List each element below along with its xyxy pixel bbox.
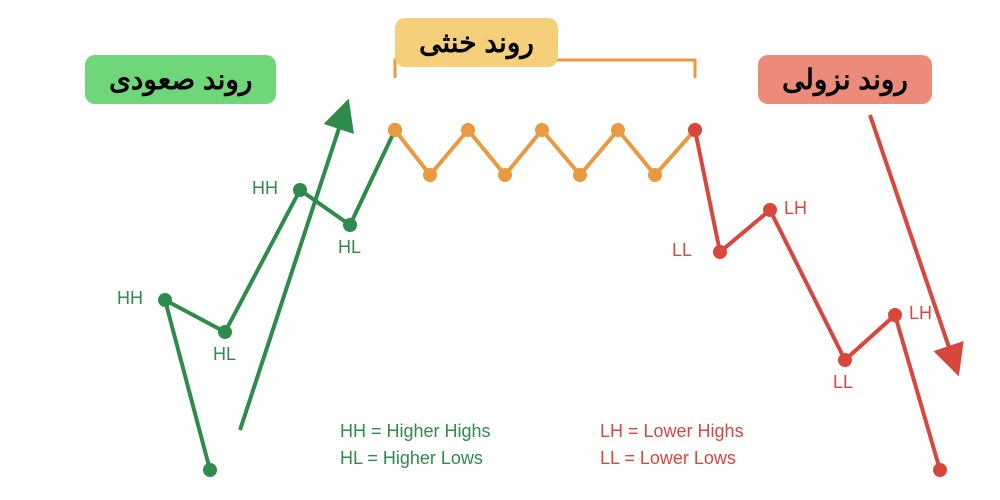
downtrend-point-label: LH (784, 198, 807, 219)
uptrend-marker (158, 293, 172, 307)
sideways-marker (573, 168, 587, 182)
legend-line: LL = Lower Lows (600, 445, 744, 472)
legend-line: HH = Higher Highs (340, 418, 491, 445)
sideways-marker (498, 168, 512, 182)
uptrend-point-label: HH (252, 178, 278, 199)
downtrend-marker (888, 308, 902, 322)
sideways-marker (461, 123, 475, 137)
sideways-line (395, 130, 695, 175)
uptrend-point-label: HL (338, 237, 361, 258)
downtrend-marker (838, 353, 852, 367)
downtrend-marker (688, 123, 702, 137)
downtrend-marker (933, 463, 947, 477)
downtrend-badge: روند نزولی (758, 55, 932, 104)
sideways-badge: روند خنثی (395, 18, 558, 67)
sideways-marker (423, 168, 437, 182)
sideways-marker (611, 123, 625, 137)
uptrend-marker (293, 183, 307, 197)
legend-green: HH = Higher HighsHL = Higher Lows (340, 418, 491, 472)
uptrend-marker (343, 218, 357, 232)
downtrend-point-label: LH (909, 303, 932, 324)
sideways-marker (648, 168, 662, 182)
sideways-marker (388, 123, 402, 137)
downtrend-marker (713, 245, 727, 259)
uptrend-point-label: HH (117, 288, 143, 309)
uptrend-badge-text: روند صعودی (109, 64, 252, 95)
sideways-badge-text: روند خنثی (419, 27, 534, 58)
sideways-marker (535, 123, 549, 137)
downtrend-point-label: LL (672, 240, 692, 261)
downtrend-point-label: LL (833, 372, 853, 393)
uptrend-marker (203, 463, 217, 477)
uptrend-marker (218, 325, 232, 339)
uptrend-point-label: HL (213, 344, 236, 365)
uptrend-badge: روند صعودی (85, 55, 276, 104)
legend-line: LH = Lower Highs (600, 418, 744, 445)
downtrend-badge-text: روند نزولی (782, 64, 908, 95)
legend-line: HL = Higher Lows (340, 445, 491, 472)
diagram-stage: روند صعودی روند خنثی روند نزولی HH = Hig… (0, 0, 1000, 500)
legend-red: LH = Lower HighsLL = Lower Lows (600, 418, 744, 472)
downtrend-marker (763, 203, 777, 217)
